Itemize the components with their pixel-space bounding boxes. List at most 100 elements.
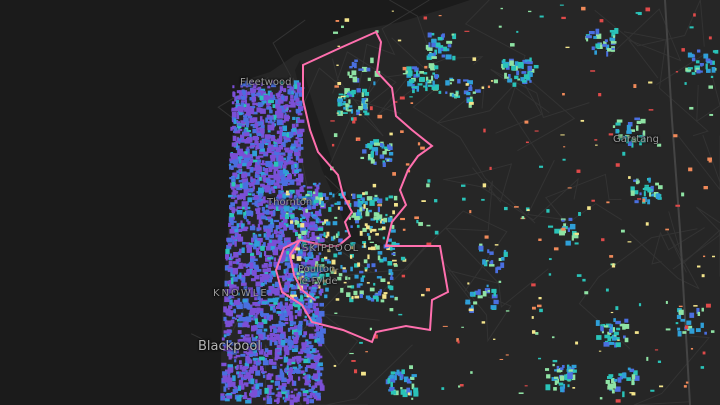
data-cell: [331, 266, 335, 272]
data-cell: [357, 211, 362, 216]
data-cell: [230, 288, 236, 293]
data-cell: [552, 359, 558, 363]
data-cell: [336, 64, 339, 66]
data-cell: [297, 110, 300, 114]
data-cell: [276, 231, 283, 234]
data-cell: [286, 361, 292, 366]
data-cell: [553, 247, 559, 251]
data-cell: [516, 70, 519, 76]
data-cell: [647, 187, 654, 193]
data-cell: [282, 132, 287, 137]
data-cell: [239, 194, 245, 199]
data-cell: [270, 361, 277, 365]
data-cell: [304, 290, 308, 293]
data-cell: [426, 242, 432, 246]
data-cell: [309, 399, 315, 404]
data-cell: [231, 192, 234, 195]
data-cell: [296, 182, 301, 186]
road: [623, 31, 709, 137]
data-cell: [252, 234, 258, 240]
data-cell: [273, 229, 278, 235]
data-cell: [489, 264, 495, 267]
data-cell: [675, 71, 679, 73]
data-cell: [279, 112, 284, 119]
data-cell: [387, 144, 391, 149]
data-cell: [259, 273, 266, 277]
data-cell: [276, 387, 279, 391]
data-cell: [238, 107, 244, 113]
data-cell: [277, 258, 284, 264]
data-cell: [259, 388, 262, 395]
data-cell: [302, 210, 306, 216]
data-cell: [337, 251, 342, 255]
data-cell: [258, 351, 264, 355]
data-cell: [677, 327, 681, 331]
data-cell: [711, 60, 715, 65]
data-cell: [296, 393, 301, 399]
data-cell: [261, 244, 265, 248]
data-cell: [351, 215, 355, 218]
data-cell: [302, 334, 306, 338]
data-cell: [258, 187, 264, 194]
data-cell: [228, 216, 234, 222]
data-cell: [299, 274, 303, 280]
data-cell: [273, 247, 279, 251]
data-cell: [336, 201, 341, 205]
data-cell: [243, 396, 247, 399]
data-cell: [247, 377, 254, 381]
data-cell: [369, 327, 373, 331]
data-cell: [618, 373, 623, 376]
data-cell: [290, 191, 293, 195]
data-cell: [246, 247, 252, 253]
data-cell: [233, 308, 236, 314]
data-cell: [261, 98, 265, 105]
data-cell: [298, 173, 304, 180]
data-cell: [287, 278, 293, 281]
data-cell: [587, 206, 591, 210]
data-cell: [231, 302, 236, 307]
data-cell: [295, 136, 299, 140]
data-cell: [294, 202, 301, 207]
data-cell: [521, 216, 525, 220]
data-cell: [227, 280, 230, 285]
data-cell: [567, 227, 570, 232]
data-cell: [349, 352, 354, 355]
data-cell: [534, 130, 539, 132]
data-cell: [548, 258, 552, 261]
data-cell: [308, 223, 314, 229]
data-cell: [414, 67, 419, 72]
data-cell: [236, 286, 239, 291]
data-cell: [469, 96, 473, 100]
data-cell: [246, 269, 251, 276]
data-cell: [246, 137, 249, 143]
data-cell: [232, 375, 236, 382]
data-cell: [696, 265, 701, 268]
data-cell: [383, 146, 389, 150]
data-cell: [459, 384, 464, 387]
data-cell: [304, 305, 310, 308]
data-cell: [277, 116, 280, 119]
data-cell: [323, 232, 326, 238]
data-cell: [260, 310, 263, 316]
data-cell: [527, 65, 533, 71]
data-cell: [315, 261, 319, 266]
data-cell: [393, 263, 398, 266]
data-cell: [263, 262, 268, 268]
data-cell: [638, 135, 644, 138]
road: [633, 335, 711, 405]
data-cell: [235, 190, 239, 194]
data-cell: [318, 267, 323, 272]
data-cell: [262, 174, 266, 178]
data-cell: [346, 105, 353, 108]
data-cell: [610, 311, 614, 314]
data-cell: [318, 290, 322, 295]
data-cell: [224, 319, 228, 324]
data-cell: [318, 338, 325, 344]
data-cell: [501, 63, 505, 69]
data-cell: [231, 316, 236, 320]
data-cell: [487, 289, 490, 293]
data-cell: [697, 311, 701, 317]
data-cell: [248, 242, 253, 246]
data-cell: [400, 217, 405, 221]
